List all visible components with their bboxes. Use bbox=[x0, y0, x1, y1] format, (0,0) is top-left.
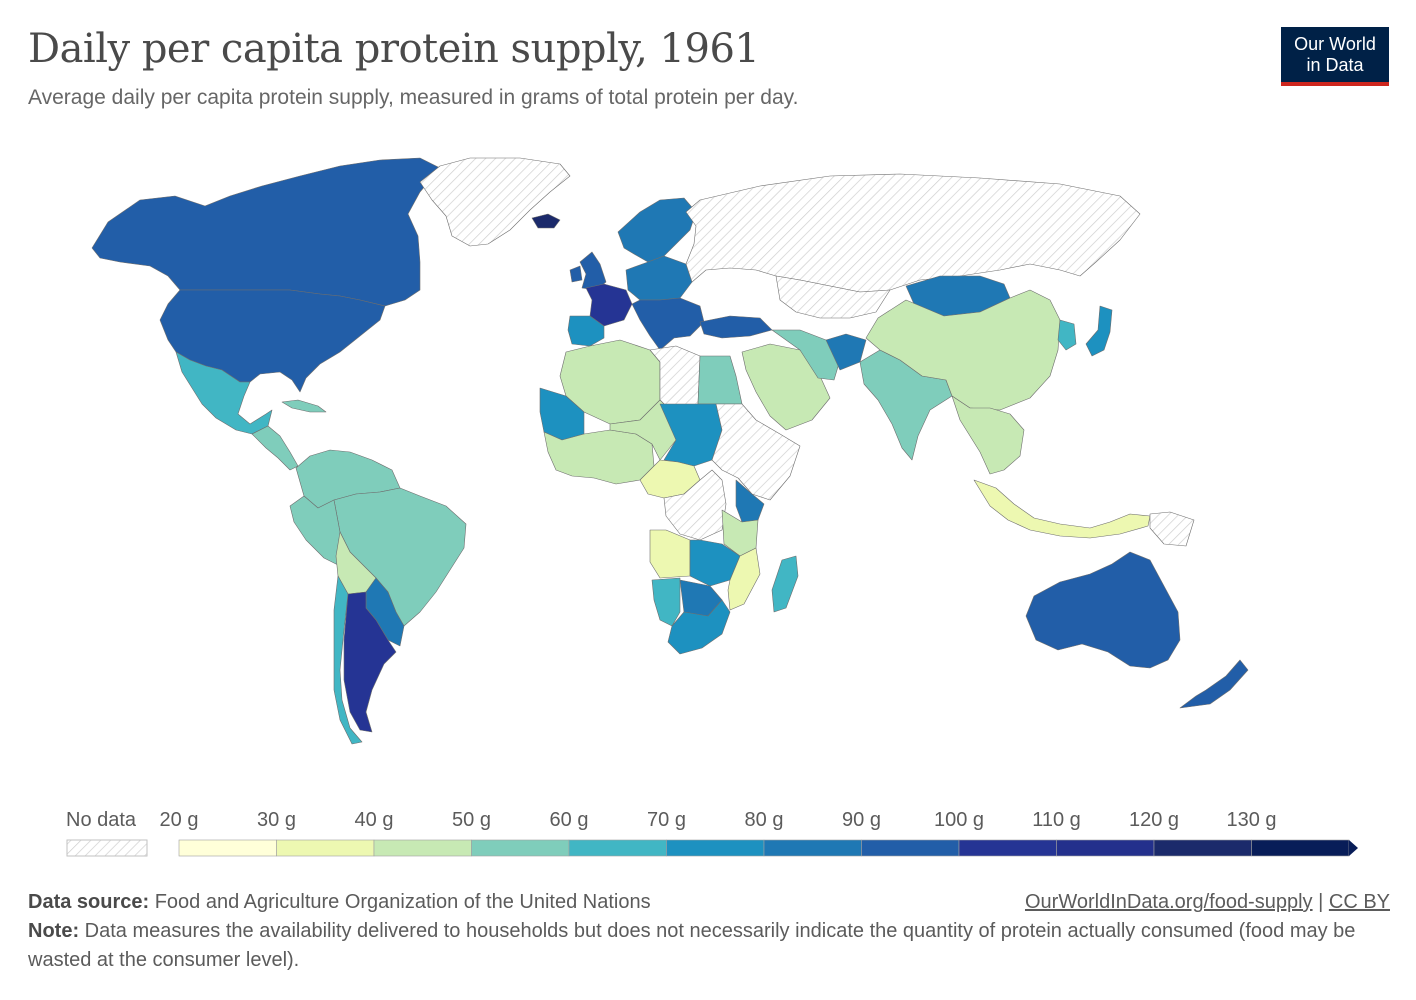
region-central-europe[interactable] bbox=[625, 255, 693, 301]
legend-tick-8: 100 g bbox=[934, 809, 984, 831]
region-southeast-asia[interactable] bbox=[951, 395, 1025, 475]
legend-tick-2: 40 g bbox=[355, 809, 394, 831]
legend-bin-9 bbox=[1056, 839, 1155, 857]
region-arabia[interactable] bbox=[741, 343, 831, 431]
legend-bin-7 bbox=[861, 839, 960, 857]
legend-overflow-arrow bbox=[1349, 840, 1358, 856]
region-greenland[interactable] bbox=[419, 157, 571, 247]
region-canada[interactable] bbox=[91, 157, 441, 307]
legend-bin-5 bbox=[666, 839, 765, 857]
attribution-separator: | bbox=[1318, 891, 1324, 913]
source-text: Food and Agriculture Organization of the… bbox=[154, 891, 651, 913]
region-korea[interactable] bbox=[1057, 319, 1077, 351]
region-spain-portugal[interactable] bbox=[567, 315, 605, 347]
legend-no-data-swatch bbox=[66, 839, 148, 857]
legend-bin-6 bbox=[763, 839, 862, 857]
region-egypt[interactable] bbox=[697, 355, 743, 405]
region-argentina[interactable] bbox=[343, 591, 397, 733]
legend-tick-5: 70 g bbox=[647, 809, 686, 831]
note-text: Data measures the availability delivered… bbox=[28, 920, 1356, 971]
legend-tick-7: 90 g bbox=[842, 809, 881, 831]
region-iceland[interactable] bbox=[531, 213, 561, 229]
world-map[interactable] bbox=[0, 140, 1416, 780]
attribution: OurWorldInData.org/food-supply | CC BY bbox=[1025, 888, 1390, 917]
owid-logo[interactable]: Our World in Data bbox=[1281, 27, 1389, 86]
legend-bin-0 bbox=[178, 839, 277, 857]
color-legend: No data 20 g 30 g 40 g 50 g 60 g 70 g 80 g 90 g… bbox=[66, 809, 1358, 857]
region-south-africa[interactable] bbox=[667, 599, 731, 655]
source-line: Data source: Food and Agriculture Organi… bbox=[28, 888, 1390, 917]
legend-tick-3: 50 g bbox=[452, 809, 491, 831]
logo-line-2: in Data bbox=[1306, 55, 1364, 75]
legend-bin-10 bbox=[1153, 839, 1252, 857]
source-link[interactable]: OurWorldInData.org/food-supply bbox=[1024, 891, 1313, 913]
note-label: Note: bbox=[28, 920, 80, 942]
source-label: Data source: bbox=[28, 891, 150, 913]
region-chad-sahel[interactable] bbox=[609, 399, 677, 461]
region-ethiopia-somalia[interactable] bbox=[711, 403, 801, 501]
legend-bin-8 bbox=[958, 839, 1057, 857]
region-papua[interactable] bbox=[1149, 511, 1195, 547]
legend-tick-9: 110 g bbox=[1032, 809, 1081, 831]
legend-bin-11 bbox=[1251, 839, 1350, 857]
region-central-america[interactable] bbox=[251, 425, 299, 471]
region-madagascar[interactable] bbox=[771, 555, 799, 613]
region-japan[interactable] bbox=[1085, 305, 1113, 357]
region-iran[interactable] bbox=[771, 329, 841, 381]
region-italy-balkans[interactable] bbox=[631, 297, 705, 351]
region-cuba[interactable] bbox=[281, 399, 327, 413]
region-angola[interactable] bbox=[649, 529, 691, 579]
region-australia[interactable] bbox=[1025, 551, 1181, 669]
footer: Data source: Food and Agriculture Organi… bbox=[28, 888, 1390, 975]
region-russia[interactable] bbox=[685, 173, 1141, 293]
legend-tick-0: 20 g bbox=[160, 809, 199, 831]
region-afghanistan[interactable] bbox=[825, 333, 867, 371]
legend-tick-1: 30 g bbox=[257, 809, 296, 831]
legend-bin-3 bbox=[471, 839, 570, 857]
note-line: Note: Data measures the availability del… bbox=[28, 917, 1390, 975]
region-namibia[interactable] bbox=[651, 577, 681, 627]
region-france[interactable] bbox=[585, 283, 633, 327]
legend-bin-1 bbox=[276, 839, 375, 857]
legend-tick-4: 60 g bbox=[550, 809, 589, 831]
region-chile[interactable] bbox=[333, 575, 363, 745]
region-china[interactable] bbox=[865, 289, 1061, 411]
legend-tick-10: 120 g bbox=[1129, 809, 1179, 831]
region-scandinavia[interactable] bbox=[617, 197, 697, 263]
region-mozambique[interactable] bbox=[727, 547, 761, 611]
license-link[interactable]: CC BY bbox=[1328, 891, 1390, 913]
legend-bin-4 bbox=[568, 839, 667, 857]
region-new-zealand[interactable] bbox=[1179, 659, 1249, 709]
legend-tick-11: 130 g bbox=[1226, 809, 1276, 831]
logo-line-1: Our World bbox=[1294, 34, 1376, 54]
chart-title: Daily per capita protein supply, 1961 bbox=[28, 26, 760, 72]
region-indonesia[interactable] bbox=[973, 479, 1151, 539]
legend-tick-6: 80 g bbox=[745, 809, 784, 831]
region-sudan[interactable] bbox=[659, 403, 723, 467]
region-ireland[interactable] bbox=[569, 265, 583, 283]
region-central-africa[interactable] bbox=[639, 459, 701, 499]
region-mexico[interactable] bbox=[175, 351, 273, 435]
region-drc[interactable] bbox=[663, 469, 727, 541]
legend-bin-2 bbox=[373, 839, 472, 857]
chart-subtitle: Average daily per capita protein supply,… bbox=[28, 86, 799, 109]
region-turkey[interactable] bbox=[699, 315, 773, 339]
legend-no-data-label: No data bbox=[66, 809, 137, 831]
region-kazakhstan[interactable] bbox=[775, 275, 891, 319]
